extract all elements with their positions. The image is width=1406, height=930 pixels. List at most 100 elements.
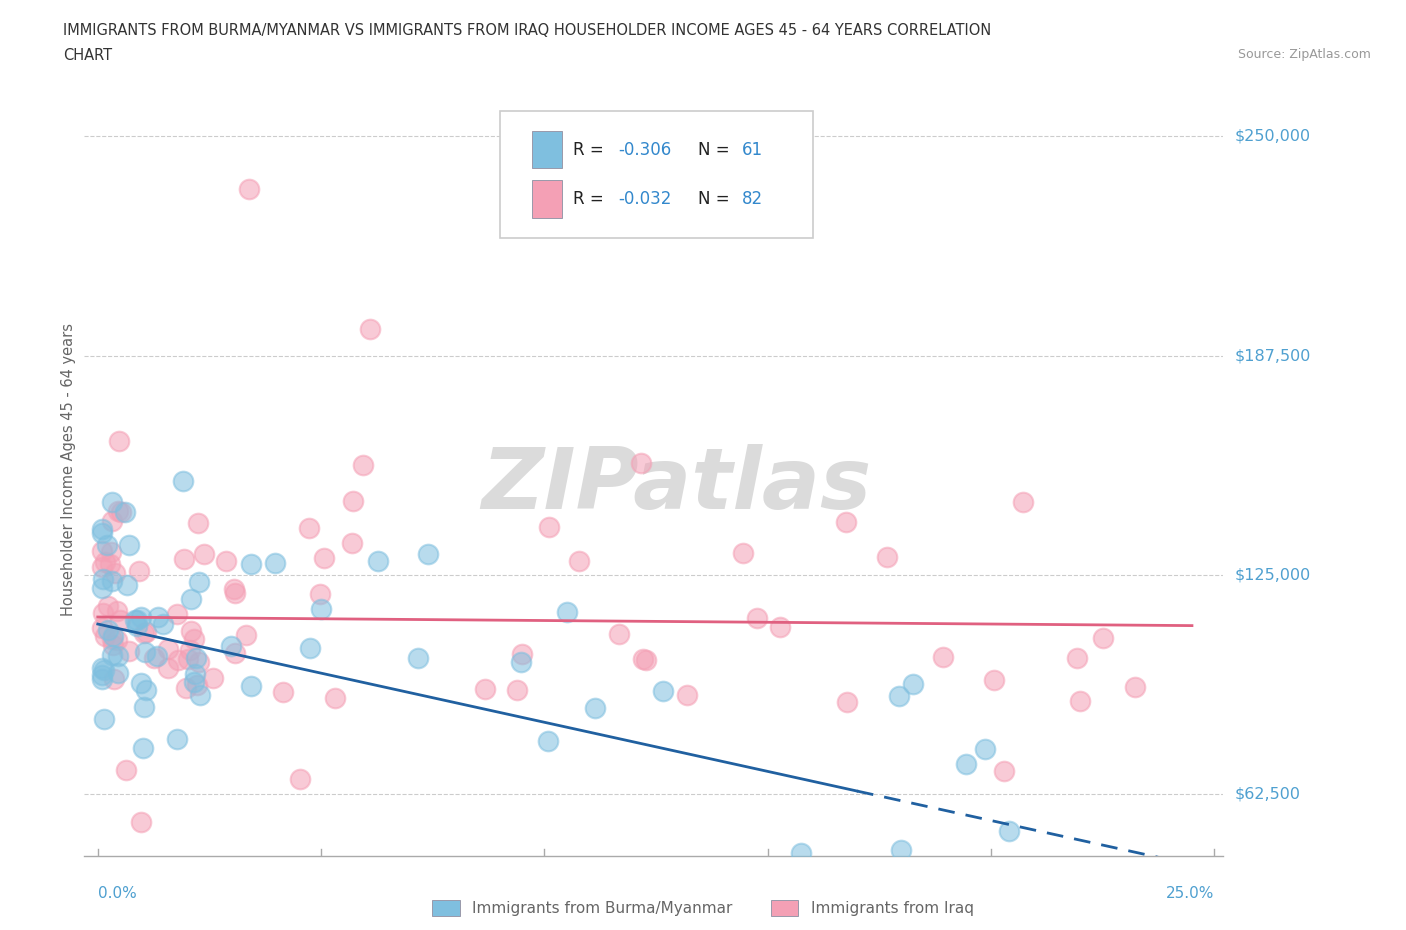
Point	[224, 645, 246, 660]
Point	[224, 586, 246, 601]
Point	[124, 612, 146, 627]
Point	[166, 607, 188, 622]
Point	[367, 553, 389, 568]
Point	[416, 547, 439, 562]
Point	[179, 643, 201, 658]
Point	[132, 741, 155, 756]
Point	[188, 687, 211, 702]
Point	[101, 638, 124, 653]
Point	[183, 674, 205, 689]
Point	[290, 771, 312, 786]
Point	[93, 711, 115, 726]
Point	[152, 617, 174, 631]
Point	[98, 557, 121, 572]
Text: 0.0%: 0.0%	[98, 886, 136, 901]
Point	[91, 621, 114, 636]
Point	[108, 613, 131, 628]
Text: $250,000: $250,000	[1234, 129, 1310, 144]
Point	[101, 513, 124, 528]
Point	[108, 434, 131, 449]
Text: N =: N =	[699, 190, 735, 208]
Point	[263, 556, 285, 571]
Point	[91, 668, 114, 683]
Point	[835, 515, 858, 530]
Point	[166, 653, 188, 668]
Point	[219, 639, 242, 654]
Point	[323, 690, 346, 705]
Point	[157, 660, 180, 675]
Point	[129, 676, 152, 691]
Point	[312, 551, 335, 565]
Text: $62,500: $62,500	[1234, 787, 1301, 802]
Point	[555, 604, 578, 619]
Point	[538, 519, 561, 534]
Point	[224, 581, 246, 596]
Point	[115, 763, 138, 777]
Point	[1066, 651, 1088, 666]
Point	[790, 845, 813, 860]
Point	[340, 536, 363, 551]
Point	[166, 731, 188, 746]
Point	[93, 555, 115, 570]
Point	[352, 458, 374, 472]
Point	[134, 644, 156, 659]
Point	[406, 651, 429, 666]
Text: N =: N =	[699, 140, 735, 159]
Point	[180, 624, 202, 639]
Point	[769, 619, 792, 634]
Point	[184, 651, 207, 666]
Point	[129, 814, 152, 829]
Point	[240, 557, 263, 572]
Point	[91, 660, 114, 675]
Point	[214, 553, 236, 568]
Point	[510, 646, 533, 661]
Point	[177, 651, 200, 666]
Point	[983, 673, 1005, 688]
Point	[96, 538, 118, 552]
Text: Source: ZipAtlas.com: Source: ZipAtlas.com	[1237, 48, 1371, 61]
Point	[173, 551, 195, 566]
Point	[91, 544, 114, 559]
Point	[630, 456, 652, 471]
Point	[100, 574, 122, 589]
Point	[1069, 693, 1091, 708]
Point	[91, 560, 114, 575]
Legend: Immigrants from Burma/Myanmar, Immigrants from Iraq: Immigrants from Burma/Myanmar, Immigrant…	[426, 894, 980, 923]
Point	[993, 764, 1015, 778]
Point	[146, 648, 169, 663]
Point	[607, 626, 630, 641]
Point	[129, 610, 152, 625]
Point	[201, 671, 224, 685]
Text: R =: R =	[572, 190, 609, 208]
Point	[157, 642, 180, 657]
Point	[91, 525, 114, 540]
Point	[731, 546, 754, 561]
Point	[308, 587, 330, 602]
Point	[183, 631, 205, 646]
Point	[93, 663, 115, 678]
Point	[103, 629, 125, 644]
Point	[100, 631, 122, 646]
FancyBboxPatch shape	[501, 111, 813, 238]
Point	[474, 682, 496, 697]
Point	[298, 641, 321, 656]
Point	[238, 181, 260, 196]
Point	[128, 564, 150, 578]
Point	[100, 545, 122, 560]
Point	[889, 688, 911, 703]
Point	[91, 605, 114, 620]
Point	[510, 655, 533, 670]
Point	[876, 550, 898, 565]
Text: ZIPatlas: ZIPatlas	[481, 444, 872, 526]
Point	[506, 683, 529, 698]
Point	[186, 677, 208, 692]
Point	[890, 842, 912, 857]
Text: -0.032: -0.032	[619, 190, 672, 208]
Point	[193, 547, 215, 562]
Point	[359, 322, 381, 337]
Point	[235, 628, 257, 643]
Point	[117, 538, 139, 552]
FancyBboxPatch shape	[531, 131, 561, 168]
Point	[1011, 495, 1033, 510]
Point	[932, 649, 955, 664]
